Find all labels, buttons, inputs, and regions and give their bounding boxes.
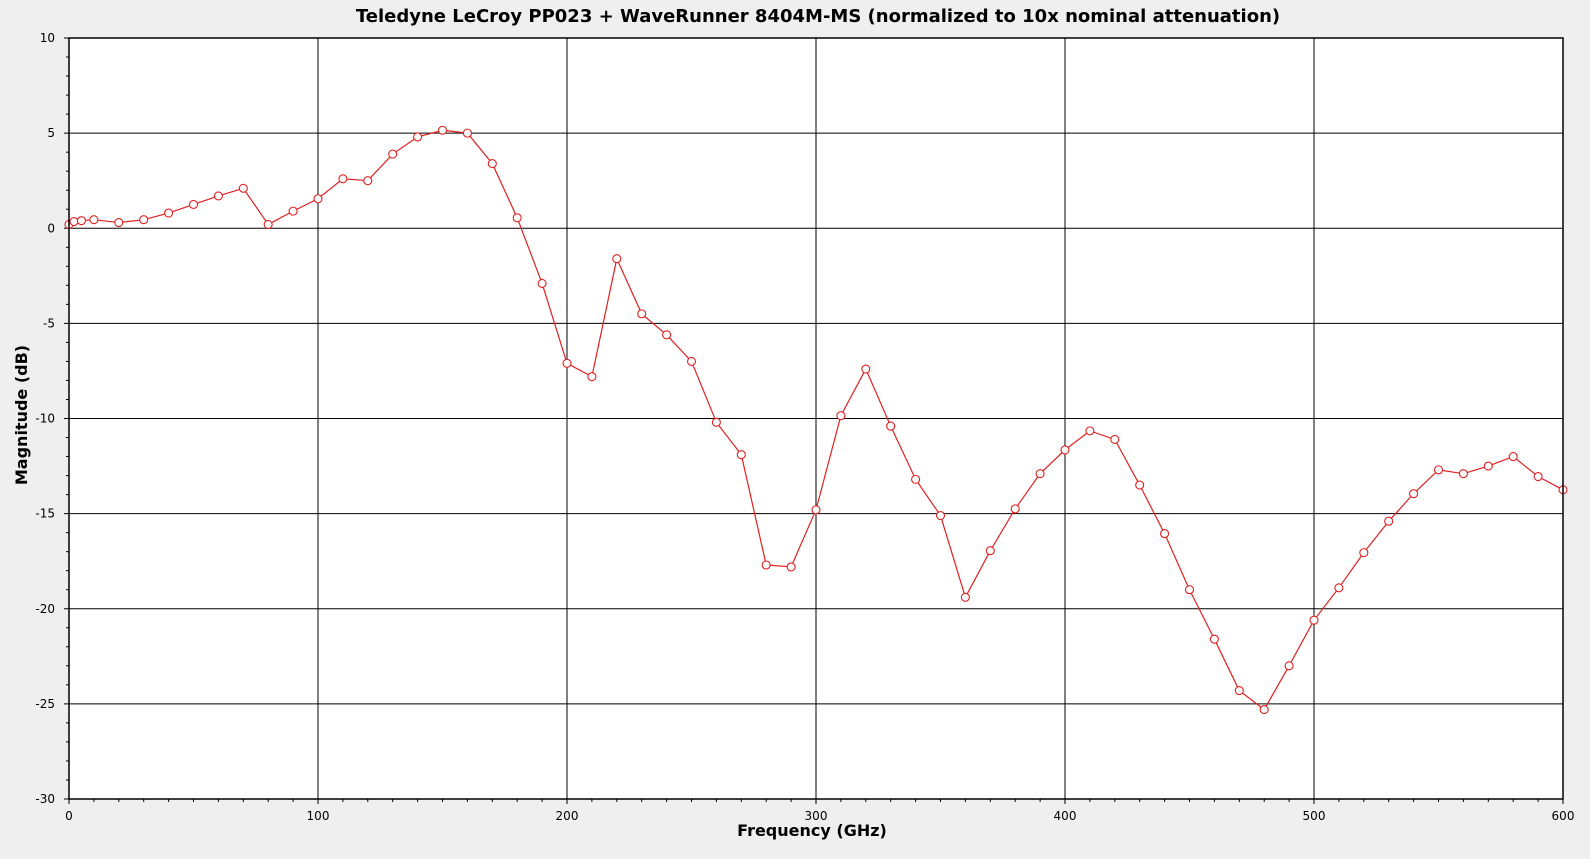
data-point [562, 358, 572, 368]
data-point [487, 159, 497, 169]
data-point [587, 372, 597, 382]
data-point [786, 562, 796, 572]
data-point [69, 217, 79, 227]
data-point [363, 176, 373, 186]
data-point [288, 206, 298, 216]
data-point [886, 421, 896, 431]
data-point [637, 309, 647, 319]
data-point [836, 411, 846, 421]
data-point [462, 128, 472, 138]
data-point [1085, 426, 1095, 436]
data-point [1384, 516, 1394, 526]
data-point [1533, 471, 1543, 482]
x-tick-label: 600 [1552, 809, 1575, 823]
y-tick-label: -30 [35, 792, 55, 806]
x-tick-label: 100 [307, 809, 330, 823]
data-point [1309, 615, 1319, 625]
x-tick-label: 0 [65, 809, 73, 823]
y-tick-label: 5 [47, 126, 55, 140]
data-point [686, 356, 697, 366]
y-tick-label: -10 [35, 412, 55, 426]
data-point [1259, 705, 1269, 715]
data-point [238, 183, 248, 193]
y-tick-label: -15 [35, 507, 55, 521]
y-tick-label: 0 [47, 221, 55, 235]
x-tick-label: 300 [805, 809, 828, 823]
data-point [935, 510, 946, 521]
data-point [711, 417, 721, 427]
data-point [1409, 489, 1419, 499]
data-point [1508, 451, 1518, 462]
data-point [1234, 686, 1244, 696]
data-point [1060, 445, 1070, 455]
data-point [338, 174, 348, 184]
data-point [612, 254, 622, 264]
data-point [1334, 583, 1344, 593]
x-tick-label: 500 [1303, 809, 1326, 823]
data-point [662, 330, 672, 340]
data-point [1433, 465, 1444, 475]
data-point [89, 215, 99, 225]
series-layer [64, 125, 1568, 715]
chart-title: Teledyne LeCroy PP023 + WaveRunner 8404M… [356, 6, 1280, 27]
data-point [263, 219, 273, 229]
x-axis-label: Frequency (GHz) [737, 821, 887, 840]
data-point [911, 474, 921, 484]
data-point [413, 132, 423, 142]
data-point [114, 217, 124, 228]
y-tick-label: -25 [35, 697, 55, 711]
data-point [1359, 548, 1369, 558]
data-point [736, 450, 746, 460]
y-tick-label: 10 [40, 31, 55, 45]
data-point [139, 215, 149, 225]
data-point [512, 213, 522, 223]
y-axis-label: Magnitude (dB) [12, 345, 31, 485]
y-tick-label: -20 [35, 602, 55, 616]
data-point [1184, 585, 1195, 595]
data-point [213, 191, 223, 201]
data-point [437, 125, 448, 135]
data-point [960, 592, 970, 602]
data-point [761, 560, 771, 570]
data-point [76, 216, 86, 226]
data-point [164, 208, 174, 218]
y-tick-label: -5 [43, 316, 55, 330]
plot-frame [68, 37, 1564, 800]
data-point [811, 505, 821, 515]
x-tick-label: 400 [1054, 809, 1077, 823]
data-point [1035, 469, 1045, 479]
data-point [1135, 480, 1145, 490]
data-point [188, 199, 199, 210]
data-point [1010, 504, 1020, 514]
data-point [1160, 529, 1170, 539]
data-point [1483, 461, 1493, 471]
data-point [1110, 434, 1120, 444]
data-point [985, 546, 995, 556]
data-point [1284, 661, 1294, 671]
data-point [861, 364, 871, 374]
data-point [1458, 469, 1468, 479]
data-point [537, 278, 547, 288]
data-point [388, 149, 398, 159]
x-tick-label: 200 [556, 809, 579, 823]
data-point [313, 194, 323, 204]
data-point [1209, 634, 1219, 644]
